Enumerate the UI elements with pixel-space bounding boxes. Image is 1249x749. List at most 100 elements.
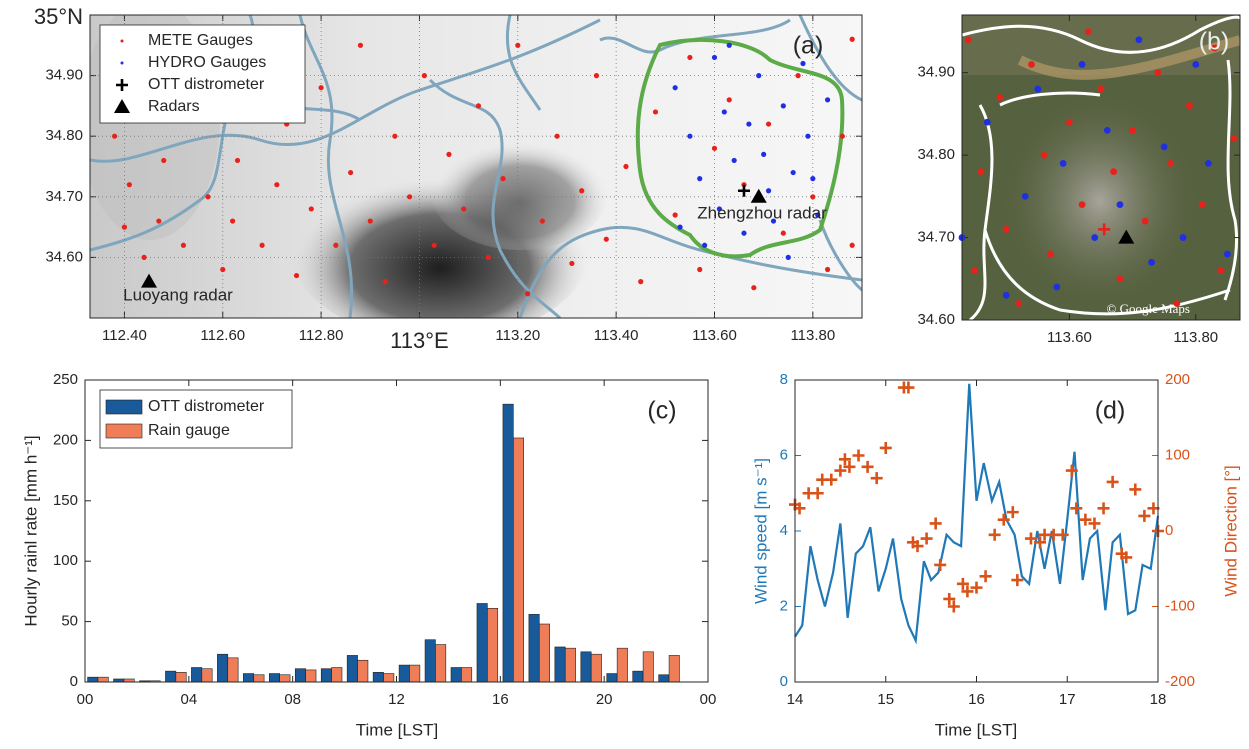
dot-marker (983, 118, 991, 126)
dot-marker (697, 266, 703, 273)
dot-marker (1078, 61, 1086, 68)
dot-marker (964, 36, 972, 44)
y-tick-label: 100 (53, 552, 78, 569)
bar (435, 644, 447, 683)
dot-marker (579, 188, 585, 194)
x-tick-label: 113.60 (1047, 329, 1092, 346)
dot-marker (996, 94, 1004, 101)
dot-marker (475, 103, 482, 109)
dot-marker (1110, 168, 1118, 176)
dot-marker (761, 151, 767, 157)
y-tick-label: 150 (53, 492, 78, 509)
satellite-map (962, 15, 1240, 320)
plus-marker (879, 441, 892, 454)
y-tick-label: 50 (61, 613, 78, 630)
dot-marker (672, 212, 678, 218)
dot-marker (421, 73, 427, 79)
x-axis-label: Time [LST] (356, 720, 439, 739)
plus-marker (997, 513, 1010, 526)
plus-marker (1138, 509, 1151, 522)
dot-marker (765, 188, 772, 194)
dot-marker (220, 266, 226, 273)
dot-marker (1084, 28, 1092, 35)
dot-marker (180, 242, 187, 248)
bar (424, 639, 436, 683)
bar (294, 668, 306, 683)
plus-marker (920, 532, 933, 545)
legend-label: OTT distrometer (148, 398, 265, 415)
plot-frame (89, 14, 863, 319)
y-tick-label: 200 (53, 431, 78, 448)
dot-marker (234, 157, 241, 164)
bar (590, 653, 602, 683)
dot-marker (141, 254, 147, 260)
dot-marker (716, 206, 723, 212)
plot-frame (794, 379, 1159, 683)
dot-marker (697, 176, 703, 182)
plus-marker (970, 581, 983, 594)
bar (632, 670, 644, 683)
dot-marker (1059, 159, 1067, 167)
plus-marker (1120, 551, 1133, 564)
y-tick-label: 34.90 (45, 67, 83, 84)
dot-marker (1002, 291, 1010, 299)
dot-marker (1116, 275, 1124, 283)
dot-marker (1047, 250, 1054, 258)
y-tick-label: 34.80 (917, 146, 955, 163)
plus-marker (793, 502, 806, 515)
dot-marker (756, 73, 762, 79)
line (794, 383, 1160, 645)
bar (450, 667, 462, 683)
dot-marker (1066, 118, 1073, 126)
plus-marker (911, 540, 924, 553)
bar (279, 674, 291, 683)
dot-marker (810, 194, 816, 200)
y-axis-label: Hourly rainl rate [mm h⁻¹] (21, 435, 40, 626)
dot-marker (795, 73, 801, 79)
y2-axis-label: Wind Direction [°] (1221, 465, 1240, 597)
y-tick-label: 6 (780, 446, 788, 463)
plus-marker (838, 453, 851, 466)
dot-marker (1053, 283, 1061, 291)
plus-marker (1011, 574, 1024, 587)
dot-marker (785, 254, 791, 260)
dot-marker (500, 176, 506, 182)
plus-marker (961, 585, 974, 598)
plus-marker (1034, 536, 1047, 549)
legend-box (99, 389, 293, 449)
bar (331, 667, 343, 683)
dot-marker (461, 206, 467, 212)
dot-marker (839, 133, 845, 139)
y2-tick-label: -200 (1165, 673, 1195, 690)
plus-marker (1024, 532, 1037, 545)
dot-marker (765, 121, 772, 127)
legend-symbol (114, 99, 130, 113)
dot-marker (382, 279, 388, 285)
bar (191, 667, 203, 683)
dot-marker (687, 54, 693, 61)
dot-marker (515, 42, 521, 48)
dot-marker (446, 151, 452, 157)
bar (487, 608, 499, 683)
dot-marker (751, 285, 757, 291)
dot-marker (702, 242, 708, 248)
dot-marker (111, 133, 118, 139)
dot-marker (824, 266, 831, 273)
dot-marker (721, 109, 727, 115)
bar (372, 672, 384, 683)
dot-marker (652, 109, 659, 115)
dot-marker (1160, 143, 1168, 151)
legend-symbol (116, 79, 128, 91)
dot-marker (1091, 234, 1099, 241)
panel-label: (a) (793, 32, 824, 60)
bar (398, 664, 410, 683)
bar (201, 668, 213, 683)
dot-marker (539, 218, 545, 224)
dot-marker (1148, 258, 1155, 266)
dot-marker (849, 242, 855, 248)
plus-marker (811, 487, 824, 500)
bar (217, 653, 229, 683)
x-tick-label: 00 (77, 691, 94, 708)
dot-marker (569, 260, 575, 267)
dot-marker (731, 157, 737, 164)
